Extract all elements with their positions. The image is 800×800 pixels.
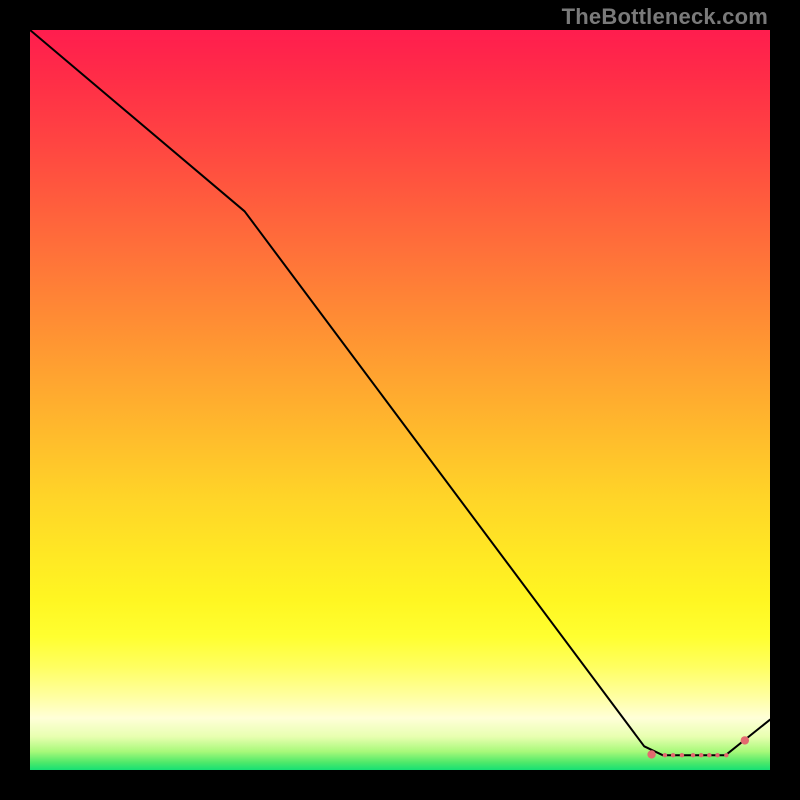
data-marker [699, 753, 703, 757]
watermark-text: TheBottleneck.com [562, 4, 768, 30]
data-marker [663, 753, 667, 757]
data-marker [647, 750, 655, 758]
data-marker [707, 753, 711, 757]
data-marker [691, 753, 695, 757]
data-marker [724, 753, 728, 757]
data-marker [715, 753, 719, 757]
data-marker [680, 753, 684, 757]
bottleneck-curve [30, 30, 770, 755]
chart-svg [30, 30, 770, 770]
plot-area [30, 30, 770, 770]
chart-frame: TheBottleneck.com [0, 0, 800, 800]
data-marker [671, 753, 675, 757]
data-marker [741, 736, 749, 744]
